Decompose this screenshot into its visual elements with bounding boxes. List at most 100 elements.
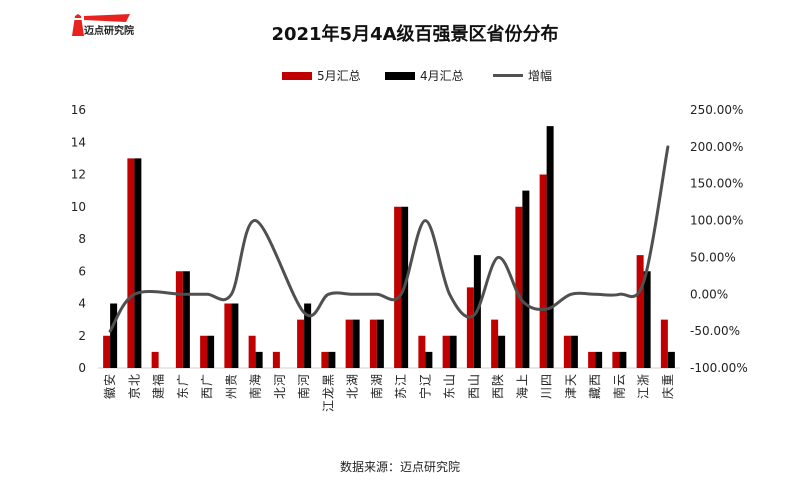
bar-may — [660, 319, 668, 368]
bar-april — [376, 319, 384, 368]
bar-april — [498, 335, 506, 368]
bar-may — [442, 335, 450, 368]
bar-april — [207, 335, 215, 368]
y-tick-label: 12 — [71, 168, 86, 182]
x-tick-label: 建 — [152, 387, 166, 399]
legend-april: 4月汇总 — [385, 67, 464, 84]
y-tick-label: 6 — [78, 264, 86, 278]
x-tick-label: 西 — [467, 387, 481, 399]
x-tick-label: 江 — [321, 400, 335, 412]
y2-tick-label: 50.00% — [690, 250, 736, 264]
bar-april — [134, 158, 142, 368]
legend-label: 4月汇总 — [420, 69, 464, 83]
x-tick-label: 四 — [540, 374, 554, 386]
bar-april — [546, 126, 554, 368]
x-tick-label: 龙 — [321, 387, 335, 399]
bar-april — [352, 319, 360, 368]
y2-tick-label: 250.00% — [690, 103, 743, 117]
y2-tick-label: 200.00% — [690, 140, 743, 154]
bar-may — [491, 319, 499, 368]
x-tick-label: 山 — [443, 374, 457, 386]
bar-april — [449, 335, 457, 368]
x-tick-label: 上 — [515, 374, 529, 386]
y2-tick-label: 100.00% — [690, 214, 743, 228]
y-tick-label: 4 — [78, 297, 86, 311]
x-tick-label: 川 — [540, 387, 554, 399]
x-tick-label: 重 — [661, 374, 675, 386]
x-tick-label: 徽 — [102, 387, 117, 399]
x-tick-label: 海 — [248, 374, 263, 386]
bar-april — [304, 303, 312, 368]
y-tick-label: 0 — [78, 361, 86, 375]
x-tick-label: 安 — [102, 374, 117, 386]
bar-april — [255, 351, 263, 368]
x-tick-label: 京 — [127, 387, 141, 399]
x-tick-label: 山 — [467, 374, 481, 386]
bar-may — [272, 351, 280, 368]
x-tick-label: 浙 — [637, 374, 651, 386]
bar-may — [369, 319, 377, 368]
bar-may — [127, 158, 135, 368]
bar-april — [667, 351, 675, 368]
legend-swatch — [282, 71, 312, 80]
bar-may — [103, 335, 111, 368]
x-tick-label: 天 — [564, 374, 578, 386]
bar-may — [224, 303, 232, 368]
x-tick-label: 南 — [248, 387, 263, 399]
bar-may — [466, 287, 474, 368]
x-tick-label: 南 — [611, 387, 626, 399]
x-tick-label: 湖 — [345, 374, 360, 386]
logo: 迈点研究院 — [72, 14, 134, 37]
legend-growth: 增幅 — [493, 67, 552, 84]
x-tick-label: 福 — [151, 374, 166, 386]
x-tick-label: 庆 — [661, 387, 675, 399]
y-tick-label: 14 — [71, 135, 86, 149]
x-tick-label: 东 — [443, 387, 457, 399]
legend-label: 增幅 — [528, 69, 553, 83]
x-tick-label: 贵 — [224, 374, 238, 386]
bar-may — [200, 335, 208, 368]
x-tick-label: 江 — [394, 374, 408, 386]
source-note: 数据来源：迈点研究院 — [339, 460, 460, 474]
bar-april — [110, 303, 118, 368]
bar-april — [570, 335, 578, 368]
x-tick-label: 陕 — [490, 374, 505, 386]
y-tick-label: 10 — [71, 200, 86, 214]
bar-may — [248, 335, 256, 368]
x-tick-label: 北 — [127, 374, 141, 386]
bar-may — [612, 351, 620, 368]
bar-may — [563, 335, 571, 368]
x-tick-label: 江 — [637, 387, 651, 399]
x-tick-label: 南 — [296, 387, 311, 399]
y2-tick-label: 0.00% — [690, 287, 728, 301]
bar-april — [182, 271, 190, 368]
x-tick-label: 海 — [514, 387, 529, 399]
x-tick-label: 津 — [564, 387, 578, 399]
y-tick-label: 2 — [78, 329, 86, 343]
chart-title: 2021年5月4A级百强景区省份分布 — [271, 24, 559, 45]
x-tick-label: 广 — [176, 374, 190, 386]
bar-may — [175, 271, 183, 368]
legend-label: 5月汇总 — [317, 69, 361, 83]
bar-april — [522, 190, 530, 368]
x-tick-label: 黑 — [321, 374, 335, 386]
bar-may — [297, 319, 305, 368]
y-tick-label: 16 — [71, 103, 86, 117]
bar-april — [595, 351, 603, 368]
x-tick-label: 州 — [224, 387, 238, 399]
bar-april — [643, 271, 651, 368]
bar-april — [231, 303, 239, 368]
y-tick-label: 8 — [78, 232, 86, 246]
x-tick-label: 西 — [200, 387, 214, 399]
bar-may — [321, 351, 329, 368]
x-tick-label: 北 — [346, 387, 360, 399]
bar-may — [394, 206, 402, 368]
legend-swatch — [493, 74, 523, 77]
x-tick-label: 藏 — [588, 387, 602, 399]
x-tick-label: 南 — [369, 387, 384, 399]
x-tick-label: 东 — [176, 387, 190, 399]
x-tick-label: 北 — [273, 387, 287, 399]
x-tick-label: 广 — [200, 374, 214, 386]
